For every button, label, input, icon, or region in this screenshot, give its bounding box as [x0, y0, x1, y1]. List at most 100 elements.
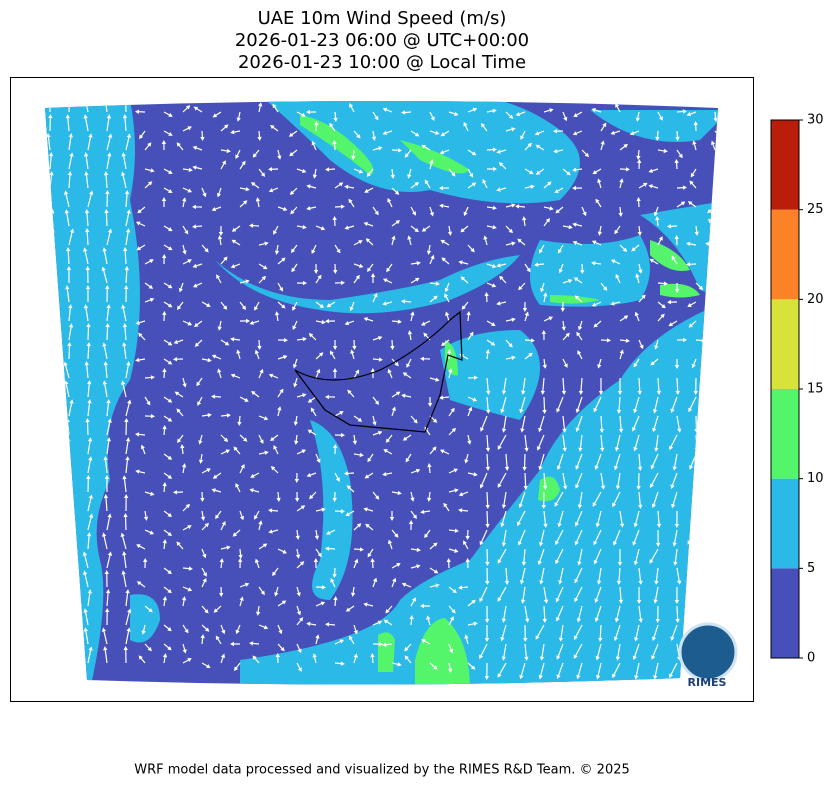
wind-arrow [657, 148, 668, 154]
wind-arrow [64, 380, 70, 398]
wind-arrow [693, 121, 698, 132]
wind-arrow [67, 171, 73, 189]
wind-arrow [483, 235, 488, 246]
wind-arrow [390, 339, 395, 350]
wind-arrow [439, 449, 450, 455]
wind-arrow [573, 624, 583, 641]
wind-arrow [383, 619, 393, 626]
wind-arrow [106, 114, 112, 132]
wind-arrow [163, 643, 172, 651]
wind-arrow [519, 396, 526, 414]
wind-arrow [332, 368, 338, 379]
wind-arrow [467, 621, 478, 626]
wind-arrow [83, 247, 89, 265]
wind-arrow [85, 285, 91, 303]
wind-arrow [85, 266, 90, 284]
wind-arrow [192, 165, 203, 170]
wind-arrow [497, 586, 507, 602]
wind-arrow [194, 339, 203, 347]
wind-arrow [292, 320, 298, 331]
wind-arrow [535, 168, 545, 175]
wind-arrow [274, 244, 280, 255]
colorbar-segment [771, 120, 799, 210]
wind-arrow [619, 178, 624, 189]
wind-arrow [598, 624, 603, 642]
wind-arrow [254, 301, 260, 311]
wind-arrow [558, 567, 564, 585]
wind-arrow [163, 111, 173, 117]
wind-arrow [556, 453, 564, 471]
wind-arrow [575, 453, 583, 470]
wind-arrow [581, 206, 587, 217]
wind-arrow [484, 662, 490, 680]
wind-arrow [535, 144, 545, 151]
wind-arrow [87, 456, 93, 474]
wind-arrow [429, 159, 434, 170]
wind-arrow [421, 639, 431, 645]
wind-arrow [427, 396, 433, 407]
wind-arrow [575, 415, 583, 433]
wind-arrow [447, 225, 453, 236]
wind-arrow [106, 418, 112, 436]
wind-arrow [125, 437, 131, 455]
wind-arrow [505, 241, 516, 246]
title-line: UAE 10m Wind Speed (m/s) [258, 8, 507, 29]
wind-arrow [382, 642, 393, 647]
wind-arrow [577, 548, 583, 566]
wind-arrow [652, 396, 659, 414]
uae-border [294, 310, 463, 433]
wind-arrow [543, 510, 548, 528]
wind-arrow [314, 529, 320, 540]
wind-arrow [612, 662, 621, 679]
wind-arrow [619, 244, 628, 253]
wind-arrow [421, 144, 431, 151]
wind-arrow [496, 149, 507, 154]
wind-arrow [215, 635, 222, 645]
wind-arrow [162, 539, 167, 550]
wind-arrow [140, 444, 146, 455]
wind-arrow [163, 510, 173, 517]
wind-arrow [347, 389, 355, 398]
wind-arrow [572, 185, 583, 191]
wind-arrow [618, 415, 624, 433]
wind-arrow [562, 358, 568, 368]
wind-arrow [333, 596, 338, 607]
wind-arrow [676, 201, 686, 208]
wind-arrow [558, 263, 564, 274]
wind-arrow [182, 658, 192, 664]
wind-arrow [464, 634, 469, 645]
wind-arrow [102, 380, 108, 398]
wind-arrow [407, 235, 412, 246]
wind-arrow [600, 140, 605, 151]
wind-arrow [505, 225, 513, 234]
wind-arrow [674, 235, 679, 246]
wind-arrow [124, 266, 130, 284]
wind-arrow [325, 622, 336, 627]
wind-arrow [576, 331, 583, 341]
wind-arrow [277, 406, 282, 417]
wind-arrow [402, 372, 412, 379]
wind-arrow [217, 368, 222, 379]
wind-arrow [448, 427, 457, 436]
wind-arrow [372, 206, 379, 216]
wind-arrow [439, 395, 450, 400]
wind-arrow [634, 624, 640, 642]
wind-arrow [124, 190, 130, 208]
wind-arrow [48, 152, 54, 170]
wind-arrow [105, 190, 110, 208]
wind-arrow [218, 225, 224, 236]
wind-arrow [573, 111, 583, 117]
wind-arrow [372, 641, 383, 647]
wind-arrow [136, 544, 146, 550]
wind-arrow [515, 111, 526, 117]
wind-arrow [486, 108, 497, 114]
wind-arrow [695, 282, 704, 290]
wind-arrow [593, 529, 602, 546]
wind-arrow [713, 111, 718, 122]
wind-arrow [486, 225, 497, 230]
wind-arrow [410, 415, 418, 424]
wind-arrow [193, 320, 203, 327]
wind-arrow [216, 187, 222, 198]
wind-arrow [655, 130, 660, 141]
wind-arrow [401, 110, 412, 115]
